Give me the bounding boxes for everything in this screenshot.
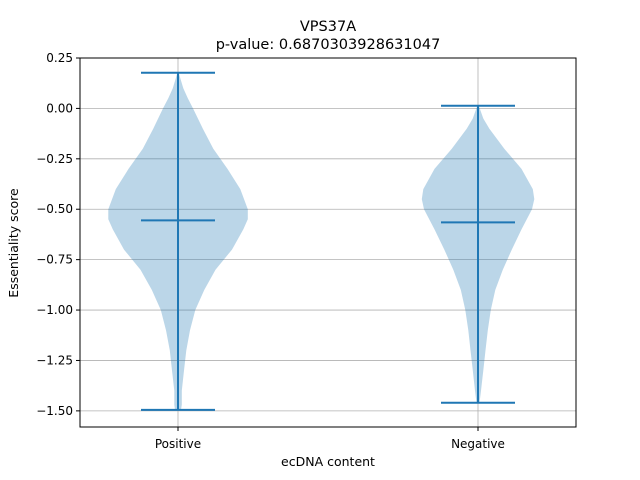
x-axis-label: ecDNA content xyxy=(281,454,375,469)
y-tick-label: −0.50 xyxy=(36,202,73,216)
x-tick-label: Positive xyxy=(155,437,201,451)
chart-title: VPS37A xyxy=(300,19,356,35)
y-axis-label: Essentiality score xyxy=(6,188,21,298)
axis-layer: 0.25 0.00 −0.25 −0.50 −0.75 −1.00 −1.25 −1.50 Po… xyxy=(36,51,505,451)
y-tick-label: −0.25 xyxy=(36,152,73,166)
y-tick-label: −1.50 xyxy=(36,404,73,418)
chart-subtitle: p-value: 0.6870303928631047 xyxy=(216,37,441,53)
y-tick-label: −1.25 xyxy=(36,353,73,367)
y-tick-label: −1.00 xyxy=(36,303,73,317)
y-tick-label: 0.00 xyxy=(46,101,73,115)
y-tick-label: 0.25 xyxy=(46,51,73,65)
y-tick-label: −0.75 xyxy=(36,253,73,267)
plot-frame xyxy=(79,57,577,428)
x-tick-label: Negative xyxy=(451,437,505,451)
violin-layer xyxy=(108,71,535,411)
